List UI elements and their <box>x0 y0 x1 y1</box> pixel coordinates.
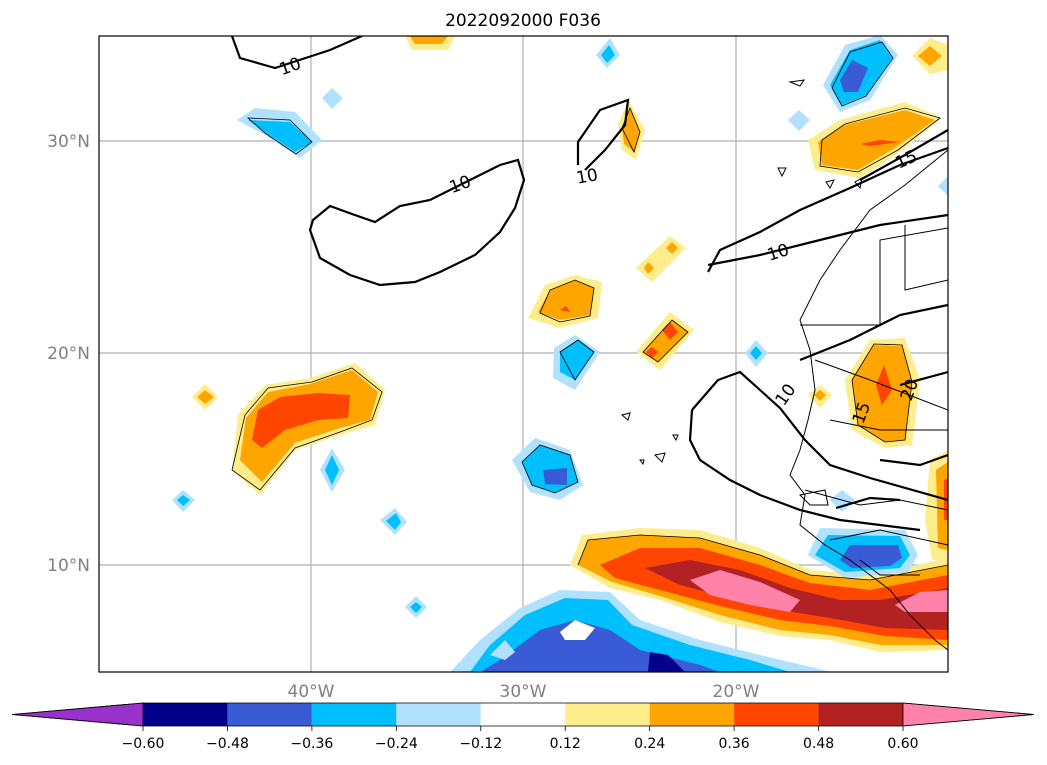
latitude-labels: 30°N 20°N 10°N <box>47 132 90 576</box>
colorbar-segment <box>649 703 735 726</box>
colorbar-segment <box>818 703 903 726</box>
map-frame <box>98 35 949 673</box>
filled-contours <box>172 36 948 672</box>
colorbar-tick-label: −0.12 <box>459 736 502 752</box>
colorbar-segment <box>480 703 566 726</box>
colorbar-tick-label: −0.24 <box>375 736 418 752</box>
coastlines <box>620 79 948 651</box>
positive-anomaly-south-core <box>690 570 800 612</box>
colorbar-tick-label: 0.48 <box>803 736 834 752</box>
lon-label-30w: 30°W <box>500 682 547 702</box>
contour-10-north <box>230 36 363 70</box>
colorbar-segment <box>734 703 819 726</box>
contour-15-upper <box>859 129 948 181</box>
colorbar-tick-label: −0.36 <box>290 736 333 752</box>
lat-label-30n: 30°N <box>47 132 90 152</box>
lat-label-10n: 10°N <box>47 556 90 576</box>
contour-label: 10 <box>575 165 600 188</box>
lat-label-20n: 20°N <box>47 344 90 364</box>
colorbar-extend-low <box>11 702 144 727</box>
contour-15 <box>707 213 948 267</box>
figure-title: 2022092000 F036 <box>445 11 601 31</box>
colorbar-tick-label: −0.60 <box>122 736 165 752</box>
contour-10-coast <box>691 370 948 502</box>
colorbar-tick-label: 0.12 <box>550 736 581 752</box>
colorbar-segment <box>311 703 397 726</box>
colorbar-segment <box>143 703 228 726</box>
colorbar: −0.60 −0.48 −0.36 −0.24 −0.12 0.12 0.24 0.36 0.4… <box>11 702 1035 752</box>
colorbar-segment <box>227 703 312 726</box>
colorbar-segment <box>396 703 481 726</box>
colorbar-segment <box>565 703 650 726</box>
colorbar-tick-label: 0.24 <box>634 736 665 752</box>
lon-label-20w: 20°W <box>713 682 760 702</box>
thin-contours <box>231 41 948 581</box>
colorbar-tick-label: −0.48 <box>206 736 249 752</box>
lon-label-40w: 40°W <box>288 682 335 702</box>
contour-10-east <box>707 146 948 273</box>
colorbar-tick-label: 0.60 <box>887 736 918 752</box>
contour-10-hook <box>576 98 630 171</box>
contour-10-closed <box>308 158 526 287</box>
bold-contours <box>230 36 948 532</box>
colorbar-tick-label: 0.36 <box>719 736 750 752</box>
positive-anomaly-west-core <box>252 393 350 448</box>
map-layers: 10 10 10 10 15 10 15 20 <box>99 36 948 672</box>
colorbar-extend-high <box>902 702 1035 727</box>
longitude-labels: 40°W 30°W 20°W <box>288 682 760 702</box>
